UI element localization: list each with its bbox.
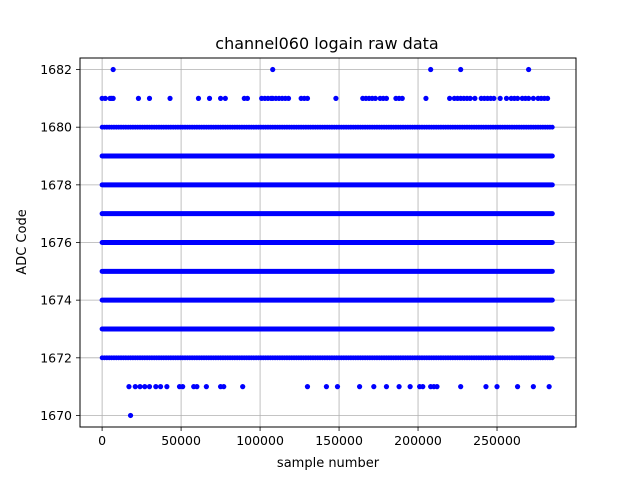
- data-point: [102, 95, 108, 101]
- data-point: [356, 384, 363, 390]
- data-point: [407, 384, 413, 390]
- data-point: [167, 95, 173, 101]
- data-point: [428, 66, 434, 73]
- x-tick-label: 0: [98, 433, 106, 448]
- data-points: [99, 66, 555, 419]
- data-point: [142, 384, 148, 390]
- data-point: [135, 95, 142, 101]
- x-tick-label: 250000: [473, 433, 521, 448]
- data-point: [491, 95, 497, 101]
- y-axis-ticks: 1670 1672 1674 1676 1678 1680 1682: [40, 62, 80, 423]
- data-point: [549, 355, 555, 361]
- data-point: [110, 95, 116, 101]
- data-point: [549, 124, 555, 130]
- y-tick-label: 1682: [40, 62, 72, 77]
- y-tick-label: 1672: [40, 350, 72, 365]
- data-point: [483, 384, 489, 390]
- data-point: [420, 384, 426, 390]
- data-point: [530, 384, 536, 390]
- data-point: [244, 95, 251, 101]
- data-point: [447, 95, 453, 101]
- data-point: [497, 95, 503, 101]
- data-point: [526, 66, 532, 73]
- data-point: [514, 95, 521, 101]
- data-point: [110, 66, 116, 73]
- data-point: [153, 384, 159, 390]
- data-point: [458, 384, 464, 390]
- data-point: [217, 95, 224, 101]
- data-point: [304, 95, 311, 101]
- data-point: [530, 95, 536, 101]
- data-point: [333, 95, 339, 101]
- data-point: [222, 95, 228, 101]
- y-tick-label: 1680: [40, 120, 72, 135]
- data-point: [146, 384, 153, 390]
- y-tick-label: 1676: [40, 235, 72, 250]
- data-point: [194, 384, 200, 390]
- data-point: [157, 384, 164, 390]
- data-point: [383, 384, 390, 390]
- data-point: [383, 95, 390, 101]
- data-point: [396, 384, 402, 390]
- data-point: [334, 384, 341, 390]
- data-point: [137, 384, 143, 390]
- data-point: [132, 384, 138, 390]
- data-point: [270, 66, 276, 73]
- x-tick-label: 150000: [315, 433, 363, 448]
- data-point: [304, 384, 311, 390]
- y-tick-label: 1674: [40, 293, 72, 308]
- data-point: [203, 384, 209, 390]
- data-point: [458, 66, 464, 73]
- data-point: [399, 95, 405, 101]
- data-point: [206, 95, 213, 101]
- data-point: [526, 95, 532, 101]
- data-point: [434, 384, 440, 390]
- data-point: [127, 412, 134, 419]
- data-point: [544, 95, 551, 101]
- data-point: [146, 95, 153, 101]
- data-point: [472, 95, 478, 101]
- data-point: [546, 384, 552, 390]
- data-point: [423, 95, 429, 101]
- data-point: [503, 95, 510, 101]
- x-axis-label: sample number: [277, 456, 380, 471]
- y-tick-label: 1670: [40, 408, 72, 423]
- data-point: [240, 384, 246, 390]
- y-axis-label: ADC Code: [15, 209, 30, 274]
- x-tick-label: 50000: [161, 433, 201, 448]
- chart-title: channel060 logain raw data: [215, 34, 438, 53]
- x-tick-label: 200000: [394, 433, 442, 448]
- data-point: [372, 95, 378, 101]
- data-point: [164, 384, 170, 390]
- data-point: [467, 95, 473, 101]
- data-point: [195, 95, 202, 101]
- data-point: [285, 95, 292, 101]
- data-point: [494, 384, 500, 390]
- data-point: [514, 384, 521, 390]
- data-point: [126, 384, 132, 390]
- x-tick-label: 100000: [236, 433, 284, 448]
- y-tick-label: 1678: [40, 177, 72, 192]
- x-axis-ticks: 0 50000 100000 150000 200000 250000: [98, 427, 521, 448]
- data-point: [221, 384, 227, 390]
- data-point: [180, 384, 186, 390]
- data-point: [323, 384, 330, 390]
- data-point: [371, 384, 377, 390]
